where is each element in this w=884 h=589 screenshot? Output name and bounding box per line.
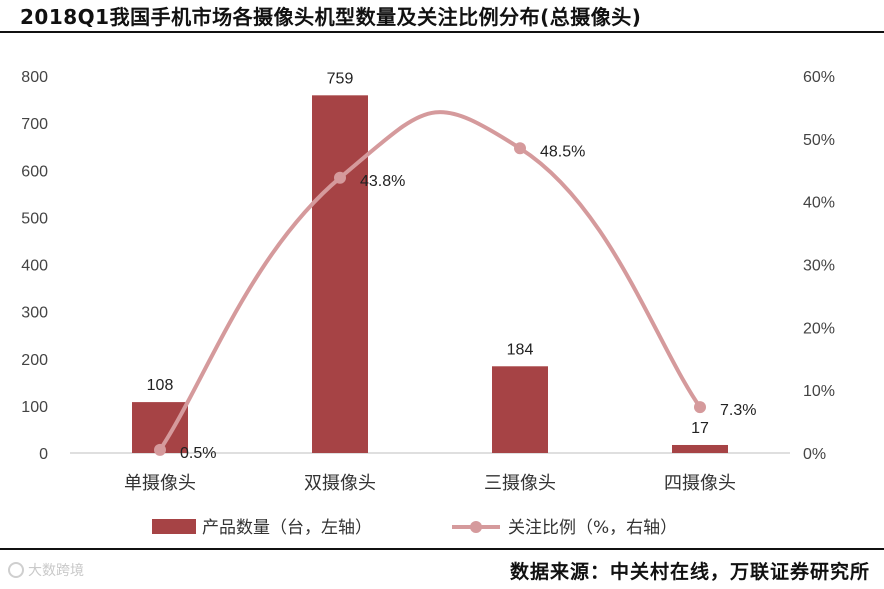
combo-chart: 0 100 200 300 400 500 600 700 800 0% 10% 20% 30% 40%…: [21, 69, 835, 538]
page-title: 2018Q1我国手机市场各摄像头机型数量及关注比例分布(总摄像头): [20, 5, 642, 29]
watermark: 大数跨境: [8, 560, 84, 580]
legend-bar-label: 产品数量（台，左轴）: [202, 518, 372, 538]
left-tick-label: 300: [21, 305, 48, 322]
legend: 产品数量（台，左轴） 关注比例（%，右轴）: [152, 518, 677, 538]
category-label: 双摄像头: [304, 473, 376, 494]
line-value-label: 48.5%: [540, 143, 585, 160]
right-tick-label: 60%: [803, 69, 835, 86]
legend-bar-swatch: [152, 519, 196, 534]
category-label: 四摄像头: [664, 473, 736, 494]
left-tick-label: 500: [21, 210, 48, 227]
watermark-logo-icon: [8, 562, 24, 578]
left-tick-label: 200: [21, 352, 48, 369]
legend-line-label: 关注比例（%，右轴）: [508, 518, 677, 538]
line-point: [514, 142, 526, 155]
title-rule: [0, 31, 884, 33]
category-labels: 单摄像头 双摄像头 三摄像头 四摄像头: [124, 473, 736, 494]
data-labels: 108 759 184 17 0.5% 43.8% 48.5% 7.3%: [147, 70, 757, 462]
watermark-text: 大数跨境: [28, 563, 84, 579]
line-value-label: 7.3%: [720, 402, 756, 419]
line-value-label: 43.8%: [360, 173, 405, 190]
right-tick-label: 40%: [803, 195, 835, 212]
line-point: [694, 401, 706, 414]
line-value-label: 0.5%: [180, 445, 216, 462]
bar: [312, 95, 368, 453]
source-rule: [0, 548, 884, 550]
left-tick-label: 0: [39, 446, 48, 463]
right-tick-label: 10%: [803, 383, 835, 400]
bar-value-label: 184: [507, 341, 534, 358]
bar-value-label: 108: [147, 377, 174, 394]
left-tick-label: 100: [21, 399, 48, 416]
left-tick-label: 800: [21, 69, 48, 86]
category-label: 三摄像头: [484, 473, 556, 494]
right-tick-label: 20%: [803, 320, 835, 337]
right-tick-label: 50%: [803, 132, 835, 149]
bar: [672, 444, 728, 453]
bar-series: [132, 95, 728, 453]
left-tick-label: 700: [21, 116, 48, 133]
left-tick-label: 600: [21, 163, 48, 180]
source-note: 数据来源：中关村在线，万联证券研究所: [509, 561, 870, 583]
left-axis: 0 100 200 300 400 500 600 700 800: [21, 69, 48, 463]
right-tick-label: 30%: [803, 258, 835, 275]
line-path: [158, 110, 702, 452]
line-series: [154, 110, 706, 456]
left-tick-label: 400: [21, 258, 48, 275]
right-axis: 0% 10% 20% 30% 40% 50% 60%: [803, 69, 835, 463]
category-label: 单摄像头: [124, 473, 196, 494]
right-tick-label: 0%: [803, 446, 826, 463]
bar-value-label: 17: [691, 420, 709, 437]
bar-value-label: 759: [327, 70, 354, 87]
line-point: [154, 443, 166, 456]
line-point: [334, 171, 346, 184]
bar: [492, 366, 548, 453]
legend-line-marker: [470, 521, 482, 533]
